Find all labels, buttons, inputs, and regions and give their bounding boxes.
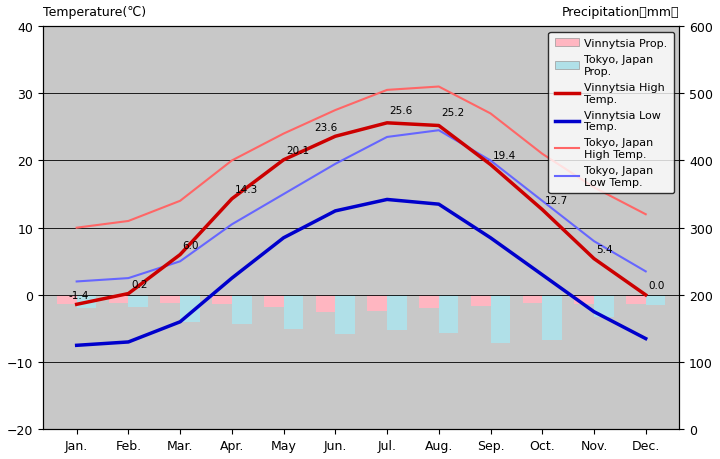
Text: 0.2: 0.2 — [131, 279, 148, 289]
Bar — [387, 295, 407, 330]
Bar — [232, 295, 251, 325]
Text: -1.4: -1.4 — [69, 290, 89, 300]
Bar — [471, 295, 490, 307]
Text: Temperature(℃): Temperature(℃) — [43, 6, 146, 19]
Bar — [542, 295, 562, 340]
Bar — [438, 295, 459, 333]
Bar — [646, 295, 665, 305]
Bar — [594, 295, 613, 317]
Text: 25.6: 25.6 — [390, 106, 413, 116]
Text: 19.4: 19.4 — [493, 151, 516, 161]
Bar — [490, 295, 510, 343]
Bar — [76, 295, 96, 308]
Bar — [264, 295, 284, 308]
Text: 20.1: 20.1 — [286, 146, 310, 156]
Bar — [575, 295, 594, 305]
Bar — [419, 295, 438, 308]
Text: 23.6: 23.6 — [315, 122, 338, 132]
Bar — [57, 295, 76, 304]
Bar — [109, 295, 128, 304]
Bar — [284, 295, 303, 329]
Bar — [523, 295, 542, 303]
Bar — [128, 295, 148, 308]
Legend: Vinnytsia Prop., Tokyo, Japan
Prop., Vinnytsia High
Temp., Vinnytsia Low
Temp., : Vinnytsia Prop., Tokyo, Japan Prop., Vin… — [549, 33, 674, 194]
Bar — [367, 295, 387, 312]
Bar — [315, 295, 336, 312]
Text: 12.7: 12.7 — [545, 196, 568, 205]
Text: 0.0: 0.0 — [648, 280, 665, 291]
Text: 6.0: 6.0 — [183, 241, 199, 250]
Text: 25.2: 25.2 — [441, 108, 464, 118]
Text: 14.3: 14.3 — [235, 185, 258, 195]
Bar — [336, 295, 355, 334]
Bar — [180, 295, 199, 322]
Bar — [212, 295, 232, 305]
Text: 5.4: 5.4 — [597, 244, 613, 254]
Bar — [161, 295, 180, 303]
Text: Precipitation（mm）: Precipitation（mm） — [562, 6, 680, 19]
Bar — [626, 295, 646, 304]
